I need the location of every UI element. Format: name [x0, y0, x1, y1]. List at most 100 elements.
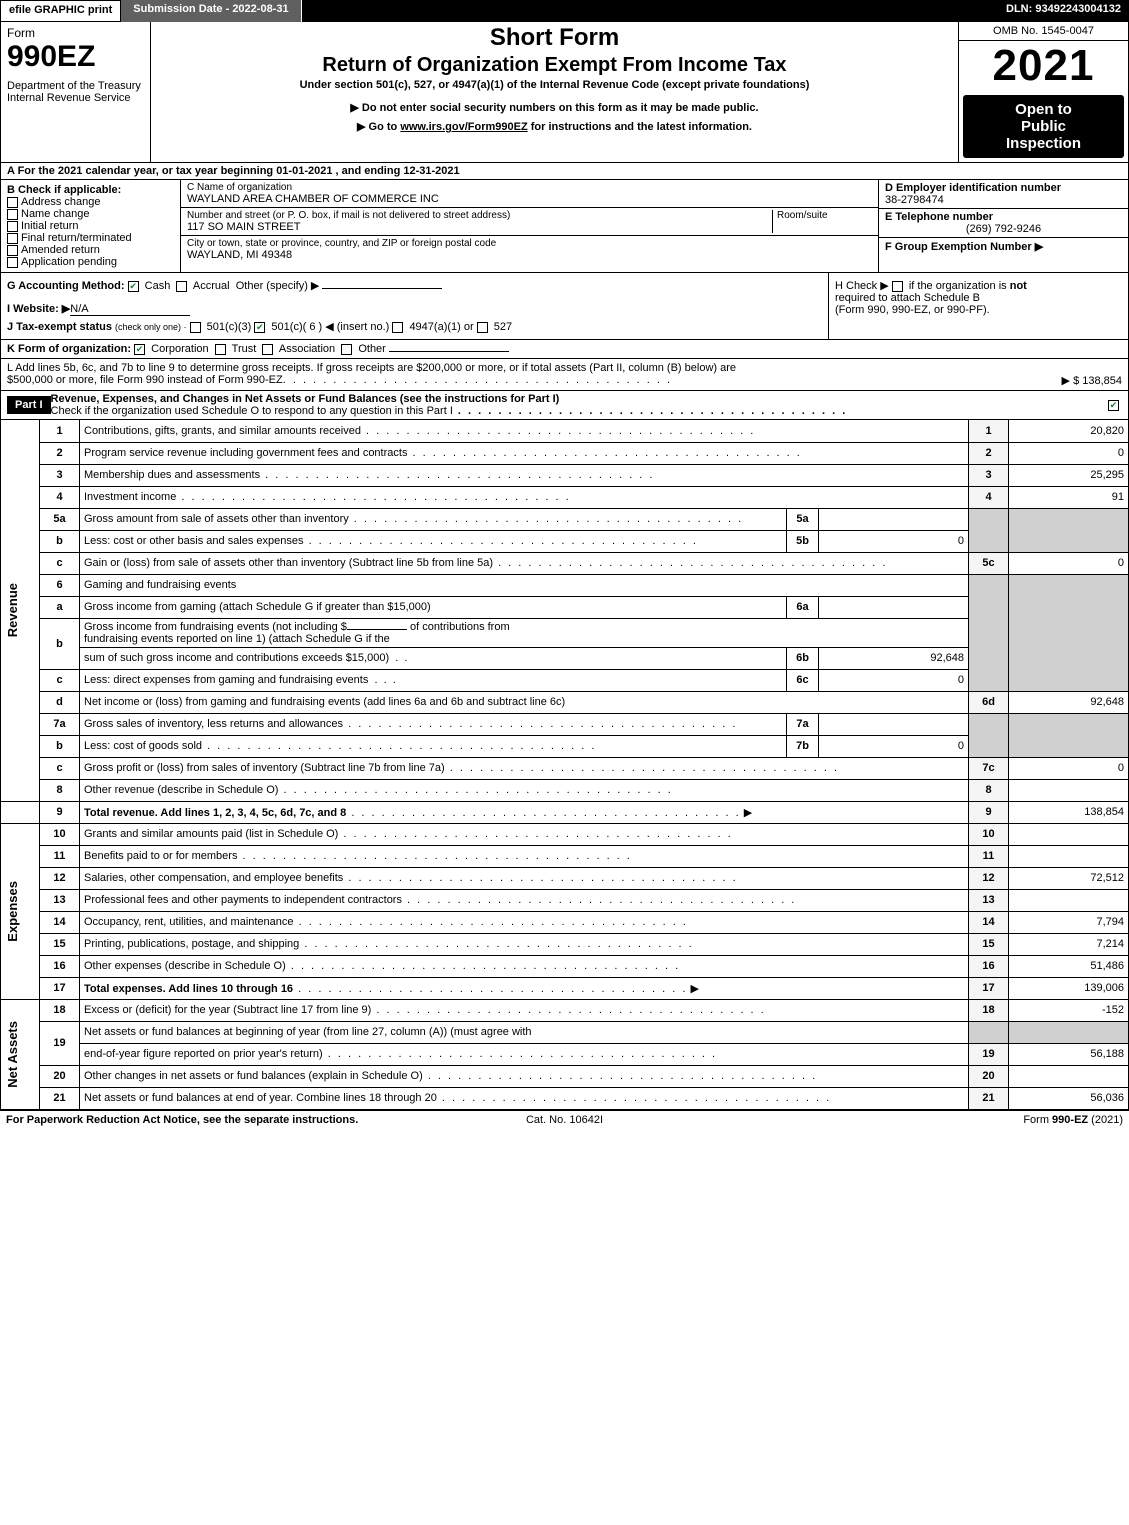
checkbox-assoc[interactable]	[262, 344, 273, 355]
i-line: I Website: ▶N/A	[7, 302, 822, 316]
b-initial: Initial return	[7, 220, 174, 232]
d-ein-block: D Employer identification number 38-2798…	[879, 180, 1128, 209]
line-6c: cLess: direct expenses from gaming and f…	[1, 669, 1129, 691]
grp-lbl: F Group Exemption Number ▶	[885, 240, 1122, 253]
open2: Public	[1021, 118, 1066, 135]
spacer	[302, 0, 998, 22]
line-17: 17Total expenses. Add lines 10 through 1…	[1, 977, 1129, 999]
website-value: N/A	[70, 303, 190, 316]
line-15: 15Printing, publications, postage, and s…	[1, 933, 1129, 955]
checkbox-527[interactable]	[477, 322, 488, 333]
org-street: 117 SO MAIN STREET	[187, 221, 772, 233]
checkbox-initial[interactable]	[7, 221, 18, 232]
line-3: 3Membership dues and assessments325,295	[1, 464, 1129, 486]
h-text1: H Check ▶	[835, 280, 889, 292]
checkbox-501c3[interactable]	[190, 322, 201, 333]
d-grp-block: F Group Exemption Number ▶	[879, 238, 1128, 255]
b-title: B Check if applicable:	[7, 184, 174, 196]
l-line2: $500,000 or more, file Form 990 instead …	[7, 374, 283, 387]
line-8: 8Other revenue (describe in Schedule O)8	[1, 779, 1129, 801]
room-lbl: Room/suite	[777, 210, 872, 221]
checkbox-corp[interactable]	[134, 344, 145, 355]
checkbox-h[interactable]	[892, 281, 903, 292]
line-13: 13Professional fees and other payments t…	[1, 889, 1129, 911]
line-6: 6Gaming and fundraising events	[1, 574, 1129, 596]
goto-post: for instructions and the latest informat…	[528, 121, 752, 133]
line-6a: aGross income from gaming (attach Schedu…	[1, 596, 1129, 618]
checkbox-501c[interactable]	[254, 322, 265, 333]
line-9: 9Total revenue. Add lines 1, 2, 3, 4, 5c…	[1, 801, 1129, 823]
header-center: Short Form Return of Organization Exempt…	[151, 22, 958, 162]
checkbox-name[interactable]	[7, 209, 18, 220]
checkbox-amended[interactable]	[7, 245, 18, 256]
efile-label[interactable]: efile GRAPHIC print	[0, 0, 121, 22]
h-text4: (Form 990, 990-EZ, or 990-PF).	[835, 304, 990, 316]
g-line: G Accounting Method: Cash Accrual Other …	[7, 279, 822, 292]
line-7a: 7aGross sales of inventory, less returns…	[1, 713, 1129, 735]
side-netassets: Net Assets	[1, 999, 40, 1109]
other-specify[interactable]	[322, 288, 442, 289]
line-21: 21Net assets or fund balances at end of …	[1, 1087, 1129, 1109]
header-left: Form 990EZ Department of the Treasury In…	[1, 22, 151, 162]
goto-pre: ▶ Go to	[357, 121, 400, 133]
part1-title: Revenue, Expenses, and Changes in Net As…	[51, 393, 1108, 417]
line-14: 14Occupancy, rent, utilities, and mainte…	[1, 911, 1129, 933]
checkbox-other-org[interactable]	[341, 344, 352, 355]
h-text3: required to attach Schedule B	[835, 292, 980, 304]
h-not: not	[1010, 280, 1027, 292]
b-final: Final return/terminated	[7, 232, 174, 244]
open3: Inspection	[1006, 135, 1081, 152]
line-16: 16Other expenses (describe in Schedule O…	[1, 955, 1129, 977]
line-6b2: sum of such gross income and contributio…	[1, 647, 1129, 669]
line-19a: 19Net assets or fund balances at beginni…	[1, 1021, 1129, 1043]
checkbox-addr[interactable]	[7, 197, 18, 208]
dln: DLN: 93492243004132	[998, 0, 1129, 22]
col-b: B Check if applicable: Address change Na…	[1, 180, 181, 272]
dept-treasury: Department of the Treasury	[7, 80, 144, 92]
line-5c: cGain or (loss) from sale of assets othe…	[1, 552, 1129, 574]
line-6d: dNet income or (loss) from gaming and fu…	[1, 691, 1129, 713]
tel-lbl: E Telephone number	[885, 211, 1122, 223]
c-city-block: City or town, state or province, country…	[181, 236, 878, 263]
footer: For Paperwork Reduction Act Notice, see …	[0, 1110, 1129, 1129]
c-name-lbl: C Name of organization	[187, 182, 872, 193]
dots	[283, 374, 1062, 387]
top-bar: efile GRAPHIC print Submission Date - 20…	[0, 0, 1129, 22]
lines-table: Revenue 1Contributions, gifts, grants, a…	[0, 420, 1129, 1110]
line-20: 20Other changes in net assets or fund ba…	[1, 1065, 1129, 1087]
goto-link[interactable]: www.irs.gov/Form990EZ	[400, 121, 527, 133]
line-7c: cGross profit or (loss) from sales of in…	[1, 757, 1129, 779]
line-12: 12Salaries, other compensation, and empl…	[1, 867, 1129, 889]
return-title: Return of Organization Exempt From Incom…	[157, 54, 952, 77]
l-line1: L Add lines 5b, 6c, and 7b to line 9 to …	[7, 362, 1122, 374]
line-1: Revenue 1Contributions, gifts, grants, a…	[1, 420, 1129, 442]
header-row: Form 990EZ Department of the Treasury In…	[0, 22, 1129, 163]
footer-right: Form 990-EZ (2021)	[751, 1114, 1123, 1126]
c-city-lbl: City or town, state or province, country…	[187, 238, 872, 249]
h-text2: if the organization is	[909, 280, 1010, 292]
line-5a: 5aGross amount from sale of assets other…	[1, 508, 1129, 530]
row-a-tax-year: A For the 2021 calendar year, or tax yea…	[0, 163, 1129, 180]
checkbox-trust[interactable]	[215, 344, 226, 355]
checkbox-final[interactable]	[7, 233, 18, 244]
side-revenue: Revenue	[1, 420, 40, 801]
tax-year: 2021	[959, 41, 1128, 91]
checkbox-part1[interactable]	[1108, 400, 1119, 411]
part1-header: Part I Revenue, Expenses, and Changes in…	[0, 391, 1129, 420]
row-gh: G Accounting Method: Cash Accrual Other …	[0, 273, 1129, 340]
donot-note: ▶ Do not enter social security numbers o…	[157, 101, 952, 114]
b-addr: Address change	[7, 196, 174, 208]
checkbox-cash[interactable]	[128, 281, 139, 292]
line-7b: bLess: cost of goods sold7b0	[1, 735, 1129, 757]
checkbox-4947[interactable]	[392, 322, 403, 333]
checkbox-pending[interactable]	[7, 257, 18, 268]
tel-value: (269) 792-9246	[885, 223, 1122, 235]
col-d: D Employer identification number 38-2798…	[878, 180, 1128, 272]
col-c: C Name of organization WAYLAND AREA CHAM…	[181, 180, 878, 272]
submission-date: Submission Date - 2022-08-31	[121, 0, 301, 22]
omb-number: OMB No. 1545-0047	[959, 22, 1128, 41]
l-amount: ▶ $ 138,854	[1062, 374, 1122, 387]
other-org[interactable]	[389, 351, 509, 352]
goto-note: ▶ Go to www.irs.gov/Form990EZ for instru…	[157, 120, 952, 133]
checkbox-accrual[interactable]	[176, 281, 187, 292]
